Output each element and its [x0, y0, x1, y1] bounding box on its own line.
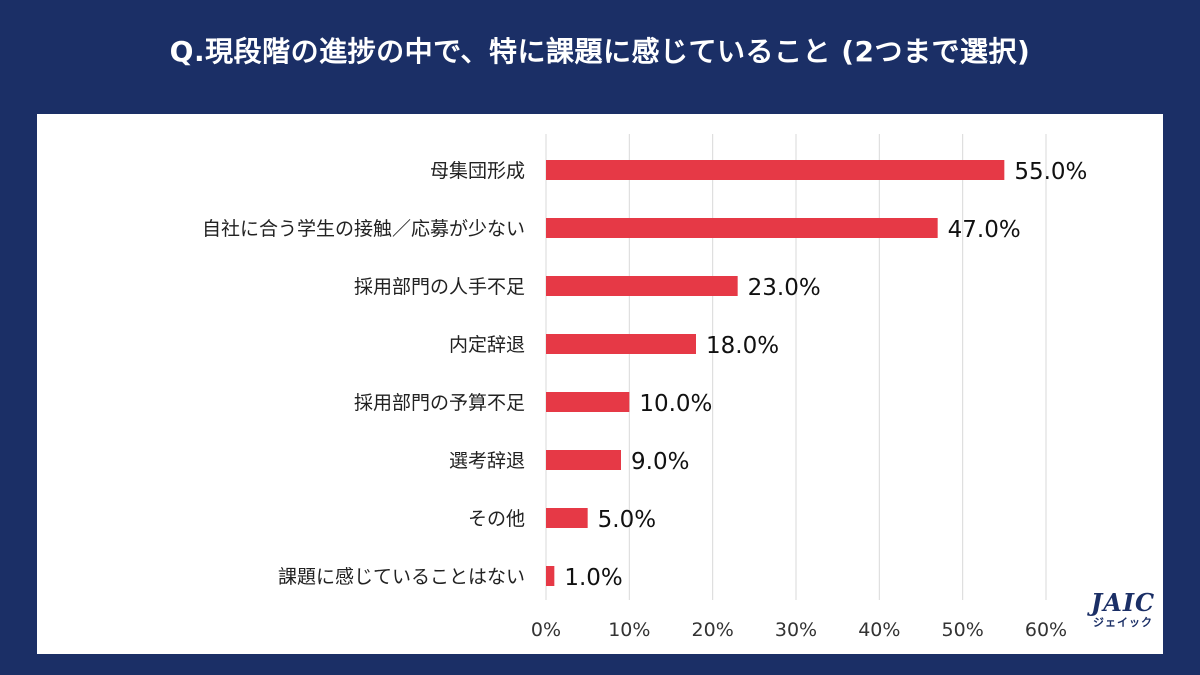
data-label: 5.0% — [598, 507, 656, 533]
data-label: 1.0% — [564, 565, 622, 591]
data-label: 47.0% — [948, 217, 1021, 243]
bar — [546, 160, 1005, 180]
jaic-logo: JAIC ジェイック — [1078, 590, 1168, 630]
data-label: 10.0% — [639, 391, 712, 417]
bar — [546, 392, 630, 412]
data-label: 55.0% — [1014, 159, 1087, 185]
category-label: 採用部門の人手不足 — [354, 276, 525, 298]
x-tick-label: 60% — [1025, 619, 1067, 641]
category-label: 課題に感じていることはない — [278, 566, 525, 588]
category-label: 母集団形成 — [430, 160, 525, 182]
x-tick-label: 10% — [608, 619, 650, 641]
logo-sub-text: ジェイック — [1093, 616, 1153, 629]
x-tick-label: 20% — [692, 619, 734, 641]
bar — [546, 566, 555, 586]
data-label: 9.0% — [631, 449, 689, 475]
category-label: その他 — [468, 508, 525, 530]
bar — [546, 508, 588, 528]
x-tick-label: 40% — [858, 619, 900, 641]
bar — [546, 218, 938, 238]
category-label: 自社に合う学生の接触／応募が少ない — [202, 218, 525, 240]
bar-chart: 0% 10% 20% 30% 40% 50% 60% 母集団形成 55.0% 自社に合う学生の接触… — [202, 134, 1087, 641]
data-label: 23.0% — [748, 275, 821, 301]
x-tick-label: 30% — [775, 619, 817, 641]
category-label: 選考辞退 — [449, 450, 525, 472]
category-label: 採用部門の予算不足 — [354, 392, 525, 414]
chart-panel: 0% 10% 20% 30% 40% 50% 60% 母集団形成 55.0% 自社に合う学生の接触… — [37, 114, 1163, 654]
bar — [546, 450, 621, 470]
x-tick-label: 0% — [531, 619, 561, 641]
data-label: 18.0% — [706, 333, 779, 359]
bar — [546, 276, 738, 296]
chart-title: Q.現段階の進捗の中で、特に課題に感じていること (2つまで選択) — [169, 35, 1031, 68]
x-tick-label: 50% — [942, 619, 984, 641]
category-label: 内定辞退 — [449, 334, 525, 356]
logo-main-text: JAIC — [1090, 588, 1156, 617]
bar — [546, 334, 696, 354]
